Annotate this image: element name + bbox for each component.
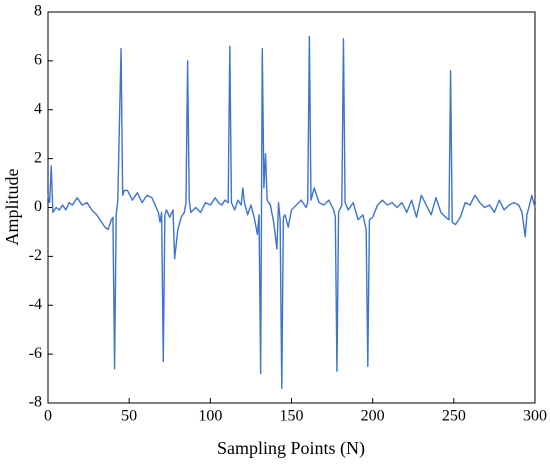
x-tick-label: 100 [198,408,222,425]
x-axis-title: Sampling Points (N) [217,438,365,459]
y-tick-label: 8 [34,3,42,20]
y-tick-label: 6 [34,52,42,69]
x-tick-label: 200 [361,408,385,425]
y-tick-label: 4 [34,100,42,117]
y-tick-label: -2 [29,247,42,264]
x-tick-label: 0 [44,408,52,425]
y-axis-title: Amplitude [2,168,22,245]
y-tick-label: -6 [29,345,42,362]
y-tick-label: 2 [34,149,42,166]
x-tick-label: 300 [523,408,547,425]
x-tick-label: 150 [280,408,304,425]
x-tick-label: 50 [121,408,137,425]
data-line [47,35,536,390]
y-tick-label: -4 [29,296,42,313]
y-tick-label: -8 [29,394,42,411]
y-tick-label: 0 [34,198,42,215]
x-tick-label: 250 [442,408,466,425]
